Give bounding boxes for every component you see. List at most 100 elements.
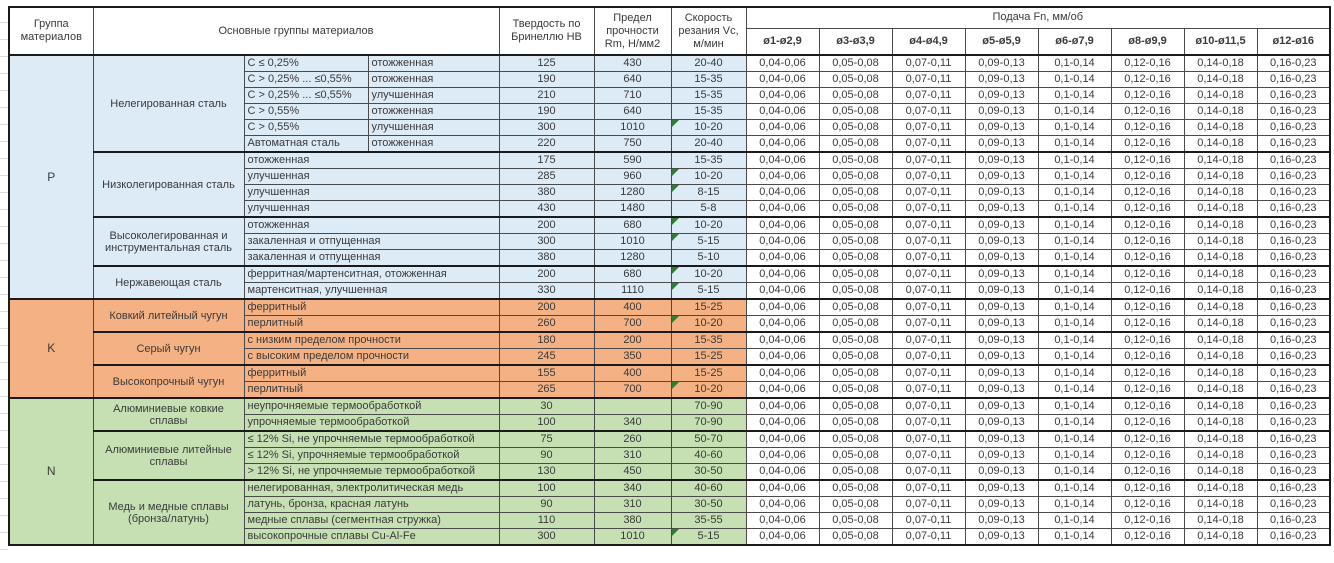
table-row: Медь и медные сплавы (бронза/латунь) неле… — [9, 479, 1331, 546]
cell-feed-value-1: 0,04-0,06 — [745, 119, 820, 136]
cell-feed-value-8: 0,16-0,23 — [1256, 216, 1331, 234]
cell-feed-value-8: 0,16-0,23 — [1256, 512, 1331, 529]
cell-feed-value-2: 0,05-0,08 — [818, 528, 893, 546]
cell-spec-condition: улучшенная — [367, 119, 500, 136]
cell-feed-value-4: 0,09-0,13 — [964, 512, 1039, 529]
cell-feed-value-1: 0,04-0,06 — [745, 512, 820, 529]
cell-feed-value-3: 0,07-0,11 — [891, 233, 966, 250]
cell-feed-value-3: 0,07-0,11 — [891, 298, 966, 316]
table-row: N Алюминиевые ковкие сплавы неупрочняемые … — [8, 397, 1331, 546]
cell-spec: латунь, бронза, красная латунь — [243, 496, 500, 513]
cell-feed-value-6: 0,12-0,16 — [1110, 496, 1185, 513]
cell-strength-rm: 310 — [593, 447, 672, 464]
cell-feed-value-7: 0,14-0,18 — [1183, 348, 1258, 366]
table-row: K Ковкий литейный чугун ферритный 200 400 15-… — [8, 298, 1331, 399]
cell-feed-value-2: 0,05-0,08 — [818, 463, 893, 481]
cell-spec-condition: отожженная — [367, 71, 500, 88]
cell-feed-value-8: 0,16-0,23 — [1256, 119, 1331, 136]
cell-feed-value-1: 0,04-0,06 — [745, 298, 820, 316]
table-row: C > 0,25% ... ≤0,55% отожженная 190 640 15-3… — [9, 71, 1331, 88]
table-row: Серый чугун с низким пределом прочности 18… — [9, 331, 1331, 366]
cell-feed-value-8: 0,16-0,23 — [1256, 479, 1331, 497]
cell-feed-value-3: 0,07-0,11 — [891, 168, 966, 185]
cell-feed-value-4: 0,09-0,13 — [964, 298, 1039, 316]
cell-feed-value-3: 0,07-0,11 — [891, 496, 966, 513]
cell-feed-value-5: 0,1-0,14 — [1037, 463, 1112, 481]
cell-cutting-speed-vc: 15-35 — [670, 87, 747, 104]
cell-hardness-hb: 190 — [498, 71, 595, 88]
cell-feed-value-3: 0,07-0,11 — [891, 249, 966, 267]
cell-spec: с высоким пределом прочности — [243, 348, 500, 366]
cell-feed-value-2: 0,05-0,08 — [818, 184, 893, 201]
cell-spec: перлитный — [243, 381, 500, 399]
table-row: C > 0,55% улучшенная 300 1010 10-20 0,04-0,06… — [9, 119, 1331, 136]
cell-strength-rm: 350 — [593, 348, 672, 366]
cutting-data-table: Группа материалов Основные группы матери… — [8, 6, 1331, 546]
cell-feed-value-8: 0,16-0,23 — [1256, 87, 1331, 104]
cell-hardness-hb: 180 — [498, 331, 595, 349]
header-feed-diameter-4: ø5-ø5,9 — [964, 27, 1039, 56]
cell-spec: отожженная — [243, 216, 500, 234]
cell-strength-rm: 430 — [593, 54, 672, 72]
cell-feed-value-4: 0,09-0,13 — [964, 414, 1039, 432]
cell-hardness-hb: 100 — [498, 479, 595, 497]
cell-subgroup-name: Алюминиевые ковкие сплавы — [92, 397, 245, 432]
note-triangle-icon — [672, 218, 679, 225]
cell-feed-value-7: 0,14-0,18 — [1183, 216, 1258, 234]
cell-feed-value-3: 0,07-0,11 — [891, 364, 966, 382]
cell-strength-rm: 640 — [593, 103, 672, 120]
cell-group-letter: P — [8, 54, 94, 300]
cell-feed-value-6: 0,12-0,16 — [1110, 200, 1185, 218]
cell-feed-value-6: 0,12-0,16 — [1110, 151, 1185, 169]
cell-spec: медные сплавы (сегментная стружка) — [243, 512, 500, 529]
table-row: C > 0,25% ... ≤0,55% улучшенная 210 710 15-3… — [9, 87, 1331, 104]
cell-feed-value-3: 0,07-0,11 — [891, 103, 966, 120]
cell-feed-value-1: 0,04-0,06 — [745, 103, 820, 120]
cell-feed-value-3: 0,07-0,11 — [891, 216, 966, 234]
cell-feed-value-3: 0,07-0,11 — [891, 528, 966, 546]
cell-strength-rm: 400 — [593, 364, 672, 382]
cell-feed-value-6: 0,12-0,16 — [1110, 528, 1185, 546]
cell-feed-value-6: 0,12-0,16 — [1110, 447, 1185, 464]
cell-feed-value-2: 0,05-0,08 — [818, 151, 893, 169]
cell-cutting-speed-vc: 15-35 — [670, 71, 747, 88]
header-feed-diameter-3: ø4-ø4,9 — [891, 27, 966, 56]
cell-feed-value-5: 0,1-0,14 — [1037, 265, 1112, 283]
cell-feed-value-1: 0,04-0,06 — [745, 265, 820, 283]
cell-feed-value-4: 0,09-0,13 — [964, 233, 1039, 250]
cell-hardness-hb: 130 — [498, 463, 595, 481]
cell-cutting-speed-vc: 70-90 — [670, 414, 747, 432]
cell-feed-value-4: 0,09-0,13 — [964, 528, 1039, 546]
cell-feed-value-5: 0,1-0,14 — [1037, 397, 1112, 415]
table-row: улучшенная 380 1280 8-15 0,04-0,06 0,05-0,08 0… — [9, 184, 1331, 201]
cell-hardness-hb: 430 — [498, 200, 595, 218]
table-row: Автоматная сталь отожженная 220 750 20-40 0,0… — [9, 135, 1331, 153]
cell-feed-value-4: 0,09-0,13 — [964, 430, 1039, 448]
cell-feed-value-6: 0,12-0,16 — [1110, 103, 1185, 120]
cell-feed-value-1: 0,04-0,06 — [745, 414, 820, 432]
cell-strength-rm: 400 — [593, 298, 672, 316]
cell-feed-value-5: 0,1-0,14 — [1037, 200, 1112, 218]
cell-cutting-speed-vc: 40-60 — [670, 479, 747, 497]
cell-feed-value-2: 0,05-0,08 — [818, 298, 893, 316]
cell-feed-value-4: 0,09-0,13 — [964, 447, 1039, 464]
cell-feed-value-7: 0,14-0,18 — [1183, 447, 1258, 464]
cell-feed-value-7: 0,14-0,18 — [1183, 496, 1258, 513]
cell-feed-value-2: 0,05-0,08 — [818, 119, 893, 136]
cell-feed-value-2: 0,05-0,08 — [818, 479, 893, 497]
cell-feed-value-7: 0,14-0,18 — [1183, 430, 1258, 448]
cell-feed-value-5: 0,1-0,14 — [1037, 298, 1112, 316]
header-feed-diameter-2: ø3-ø3,9 — [818, 27, 893, 56]
cell-cutting-speed-vc: 70-90 — [670, 397, 747, 415]
cell-feed-value-4: 0,09-0,13 — [964, 168, 1039, 185]
cell-feed-value-4: 0,09-0,13 — [964, 54, 1039, 72]
cell-spec: ферритный — [243, 298, 500, 316]
cell-feed-value-6: 0,12-0,16 — [1110, 364, 1185, 382]
cell-feed-value-6: 0,12-0,16 — [1110, 479, 1185, 497]
cell-feed-value-5: 0,1-0,14 — [1037, 184, 1112, 201]
cell-hardness-hb: 30 — [498, 397, 595, 415]
cell-feed-value-4: 0,09-0,13 — [964, 348, 1039, 366]
cell-feed-value-5: 0,1-0,14 — [1037, 479, 1112, 497]
cell-feed-value-2: 0,05-0,08 — [818, 331, 893, 349]
cell-feed-value-1: 0,04-0,06 — [745, 430, 820, 448]
